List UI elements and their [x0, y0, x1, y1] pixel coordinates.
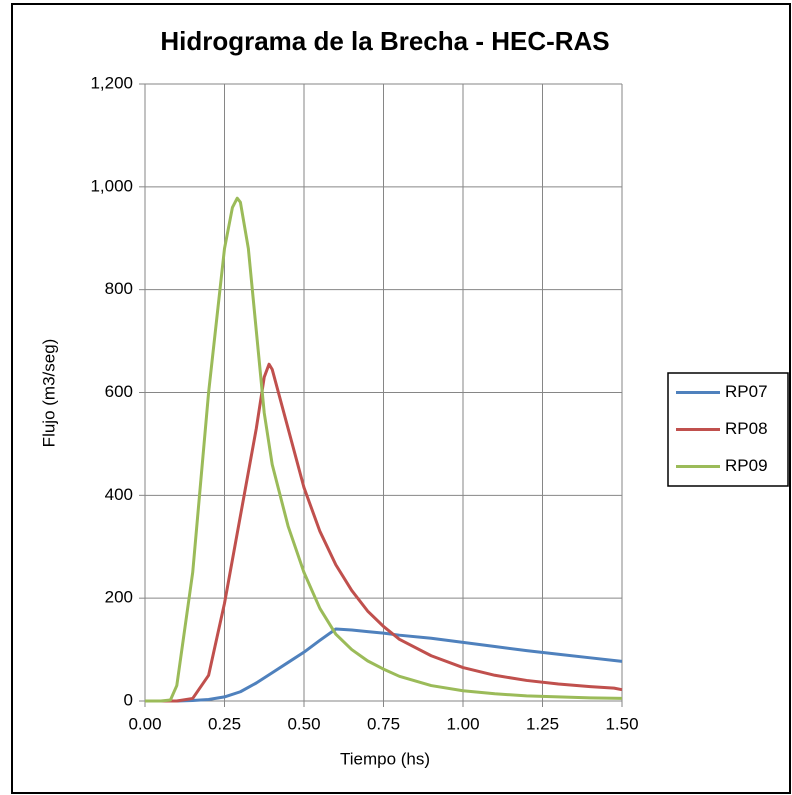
- y-tick-label: 1,000: [90, 176, 133, 195]
- y-axis-label: Flujo (m3/seg): [39, 339, 58, 448]
- y-tick-label: 1,200: [90, 73, 133, 92]
- x-tick-label: 0.25: [208, 714, 241, 733]
- series-line: [145, 362, 623, 703]
- series-line: [145, 627, 623, 703]
- y-tick-label: 400: [105, 485, 133, 504]
- x-tick-label: 1.00: [446, 714, 479, 733]
- y-tick-label: 200: [105, 588, 133, 607]
- y-tick-label: 0: [124, 690, 133, 709]
- y-tick-label: 600: [105, 382, 133, 401]
- x-tick-label: 0.75: [367, 714, 400, 733]
- legend-label: RP08: [725, 419, 768, 438]
- legend-label: RP07: [725, 382, 768, 401]
- x-tick-label: 0.50: [287, 714, 320, 733]
- legend-label: RP09: [725, 456, 768, 475]
- x-tick-label: 1.50: [605, 714, 638, 733]
- x-tick-label: 0.00: [128, 714, 161, 733]
- y-tick-label: 800: [105, 279, 133, 298]
- x-tick-label: 1.25: [526, 714, 559, 733]
- chart-title: Hidrograma de la Brecha - HEC-RAS: [160, 26, 609, 56]
- series-line: [145, 196, 623, 703]
- chart-border: [11, 3, 791, 794]
- x-axis-label: Tiempo (hs): [340, 749, 430, 768]
